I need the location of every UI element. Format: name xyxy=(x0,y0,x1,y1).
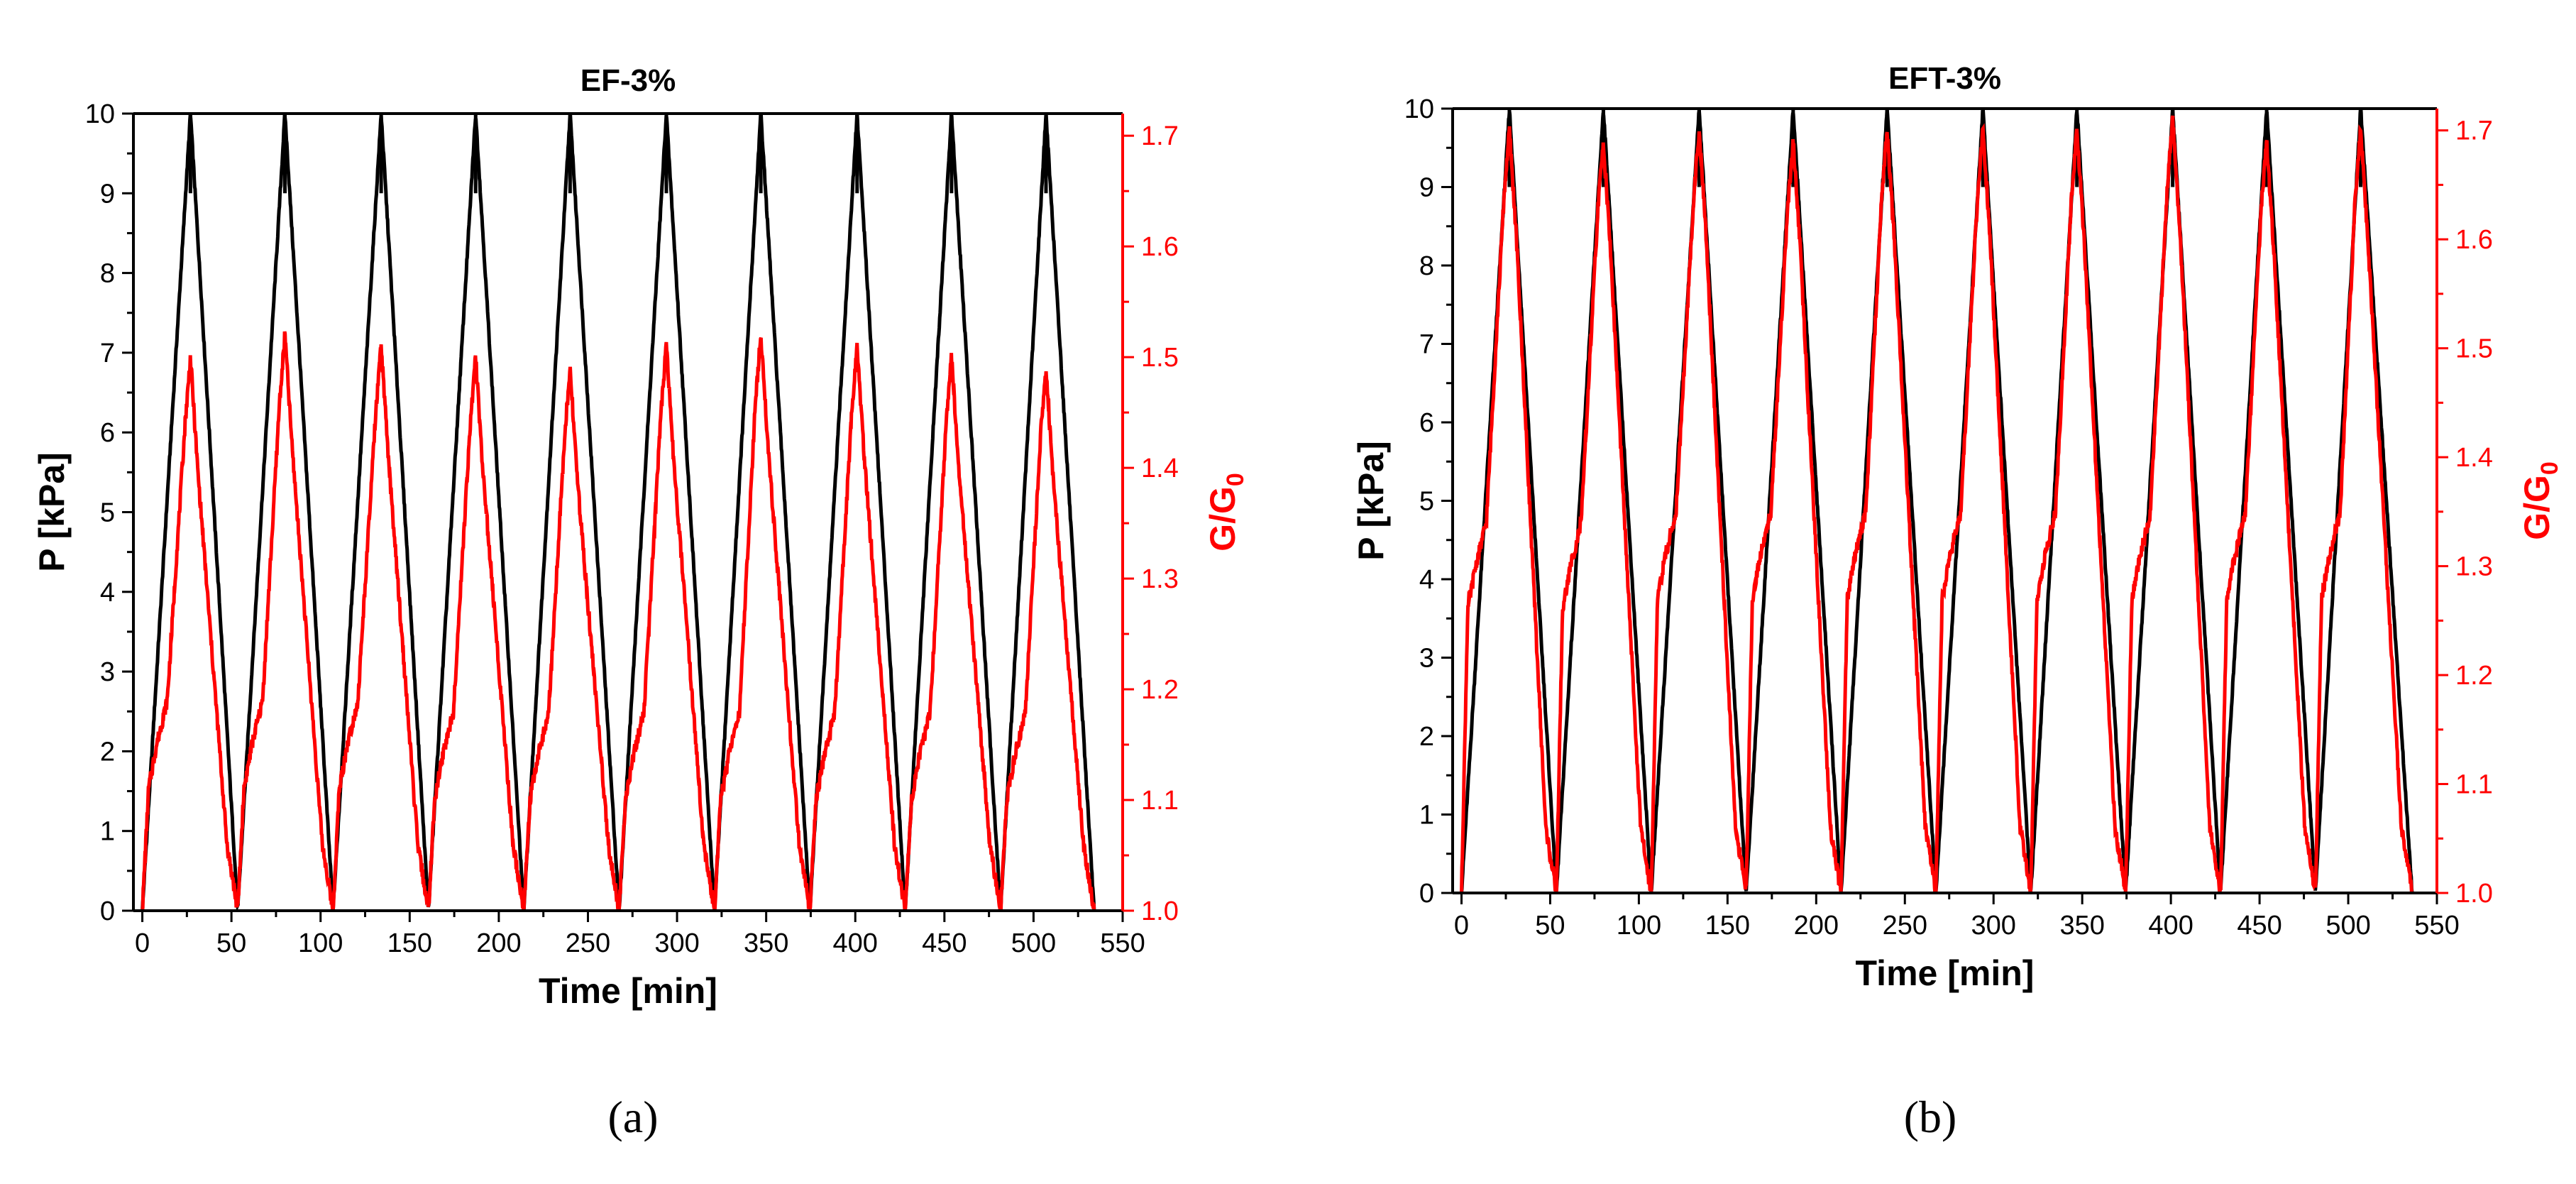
x-tick-label: 150 xyxy=(1705,911,1750,941)
y-tick-label: 10 xyxy=(1404,94,1434,124)
y2-tick-label: 1.7 xyxy=(2455,116,2493,146)
x-tick-label: 300 xyxy=(1971,911,2016,941)
y-tick-label: 3 xyxy=(1419,644,1434,674)
y2-axis-label: G/G0 xyxy=(1203,473,1249,552)
x-tick-label: 200 xyxy=(1794,911,1839,941)
panel-caption: (a) xyxy=(607,1092,658,1142)
x-tick-label: 0 xyxy=(1454,911,1469,941)
x-tick-label: 350 xyxy=(2059,911,2104,941)
x-tick-label: 550 xyxy=(1100,928,1145,958)
x-axis-label: Time [min] xyxy=(539,971,717,1011)
y-tick-label: 4 xyxy=(100,578,115,608)
y2-tick-label: 1.6 xyxy=(1141,232,1179,262)
gg0-series-line xyxy=(141,331,1096,912)
y2-tick-label: 1.4 xyxy=(2455,443,2493,473)
y-tick-label: 7 xyxy=(100,339,115,368)
y2-tick-label: 1.3 xyxy=(2455,552,2493,582)
y-tick-label: 4 xyxy=(1419,565,1434,595)
y2-axis-label-main: G/G xyxy=(2517,475,2557,540)
x-tick-label: 250 xyxy=(566,928,610,958)
y-tick-label: 5 xyxy=(100,498,115,528)
x-tick-label: 400 xyxy=(2148,911,2193,941)
y-tick-label: 10 xyxy=(85,99,115,129)
y-tick-label: 1 xyxy=(1419,801,1434,831)
y-tick-label: 0 xyxy=(100,897,115,926)
y2-tick-label: 1.0 xyxy=(1141,897,1179,926)
chart-panel-b: EFT-3%0 50 100 150 200 250 300 350 400 450 500 550T… xyxy=(1351,61,2563,1142)
y-tick-label: 9 xyxy=(1419,173,1434,203)
y2-axis-label-subscript: 0 xyxy=(1222,473,1249,486)
x-tick-label: 100 xyxy=(298,928,343,958)
x-tick-label: 150 xyxy=(387,928,432,958)
y2-tick-label: 1.0 xyxy=(2455,879,2493,909)
x-tick-label: 500 xyxy=(2325,911,2370,941)
y-tick-label: 7 xyxy=(1419,330,1434,360)
panel-caption: (b) xyxy=(1904,1092,1957,1142)
gg0-series-line xyxy=(1460,115,2413,894)
x-tick-label: 50 xyxy=(216,928,246,958)
y2-tick-label: 1.4 xyxy=(1141,454,1179,483)
y2-tick-label: 1.1 xyxy=(1141,786,1179,816)
y2-tick-label: 1.6 xyxy=(2455,225,2493,255)
x-tick-label: 0 xyxy=(135,928,150,958)
y-tick-label: 6 xyxy=(100,418,115,448)
x-tick-label: 100 xyxy=(1617,911,1661,941)
x-tick-label: 450 xyxy=(2237,911,2281,941)
x-tick-label: 200 xyxy=(476,928,521,958)
x-tick-label: 450 xyxy=(922,928,967,958)
x-tick-label: 550 xyxy=(2414,911,2459,941)
y2-axis-label-subscript: 0 xyxy=(2536,461,2563,475)
x-tick-label: 500 xyxy=(1011,928,1056,958)
y-tick-label: 6 xyxy=(1419,408,1434,438)
y2-tick-label: 1.2 xyxy=(2455,661,2493,691)
x-tick-label: 300 xyxy=(654,928,699,958)
y2-tick-label: 1.1 xyxy=(2455,770,2493,800)
y-tick-label: 1 xyxy=(100,817,115,847)
y-tick-label: 2 xyxy=(100,737,115,767)
x-tick-label: 350 xyxy=(744,928,788,958)
y2-tick-label: 1.2 xyxy=(1141,675,1179,705)
y-tick-label: 8 xyxy=(100,259,115,289)
y2-tick-label: 1.7 xyxy=(1141,121,1179,151)
y-tick-label: 8 xyxy=(1419,251,1434,281)
y2-axis-label: G/G0 xyxy=(2517,461,2563,540)
x-tick-label: 250 xyxy=(1883,911,1927,941)
x-axis-label: Time [min] xyxy=(1856,953,2035,993)
y-tick-label: 5 xyxy=(1419,487,1434,517)
y-axis-label: P [kPa] xyxy=(1351,441,1391,561)
chart-title: EF-3% xyxy=(580,63,676,98)
y-tick-label: 0 xyxy=(1419,879,1434,909)
x-tick-label: 50 xyxy=(1535,911,1565,941)
y2-tick-label: 1.3 xyxy=(1141,564,1179,594)
y2-axis-label-main: G/G xyxy=(1203,486,1243,552)
y2-tick-label: 1.5 xyxy=(1141,343,1179,373)
chart-panel-a: EF-3%0 50 100 150 200 250 300 350 400 450 500 550Ti… xyxy=(32,63,1249,1142)
y-axis-label: P [kPa] xyxy=(32,452,72,572)
p-series-line xyxy=(141,112,1096,912)
x-tick-label: 400 xyxy=(833,928,878,958)
chart-title: EFT-3% xyxy=(1888,61,2001,96)
y-tick-label: 3 xyxy=(100,657,115,687)
y-tick-label: 9 xyxy=(100,179,115,209)
y2-tick-label: 1.5 xyxy=(2455,334,2493,364)
y-tick-label: 2 xyxy=(1419,722,1434,752)
